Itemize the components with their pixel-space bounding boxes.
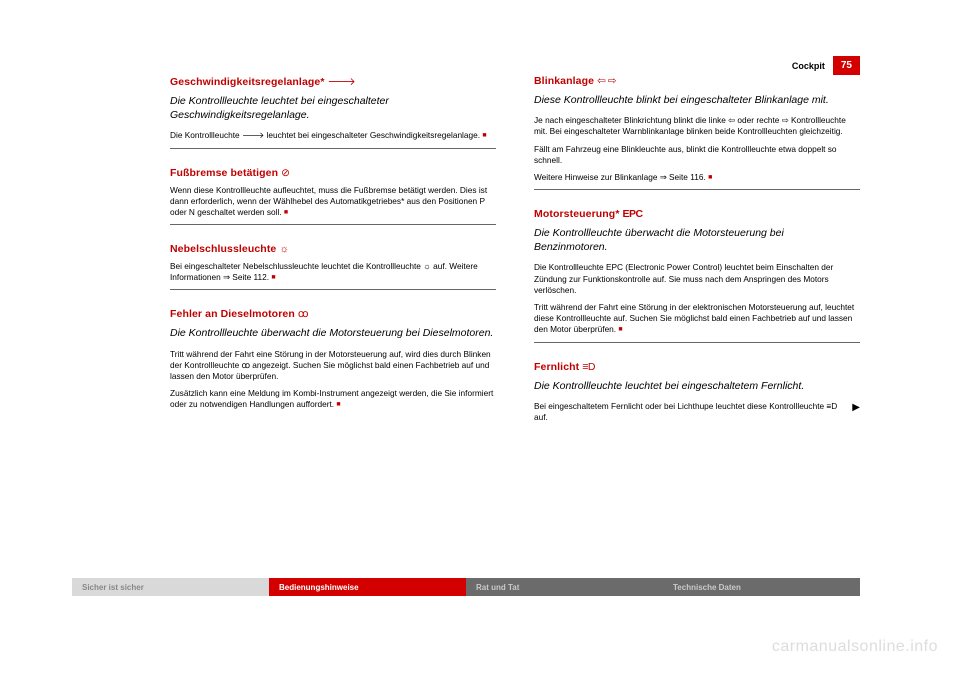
- heading-text: Blinkanlage: [534, 75, 597, 87]
- heading-turnsignal: Blinkanlage ⇦ ⇨: [534, 75, 860, 87]
- footer-tabs: Sicher ist sicher Bedienungshinweise Rat…: [72, 578, 860, 596]
- section-cruise-control: Geschwindigkeitsregelanlage* 🡒 Die Kontr…: [170, 75, 496, 149]
- heading-rearfog: Nebelschlussleuchte ☼: [170, 243, 496, 255]
- fog-icon: ☼: [279, 243, 288, 255]
- page-container: Cockpit 75 Geschwindigkeitsregelanlage* …: [0, 0, 960, 678]
- body-diesel-2: Zusätzlich kann eine Meldung im Kombi-In…: [170, 388, 496, 410]
- end-marker: ■: [618, 326, 622, 333]
- end-marker: ■: [482, 132, 486, 139]
- brake-icon: ⊘: [281, 167, 289, 179]
- epc-icon: EPC: [623, 208, 643, 220]
- highbeam-icon: ≡D: [582, 361, 595, 373]
- divider: [170, 289, 496, 290]
- tab-safety[interactable]: Sicher ist sicher: [72, 578, 269, 596]
- tab-techdata[interactable]: Technische Daten: [663, 578, 860, 596]
- diesel-icon: ꝏ: [298, 308, 308, 320]
- page-number-badge: 75: [833, 56, 860, 75]
- body-diesel-1: Tritt während der Fahrt eine Störung in …: [170, 349, 496, 383]
- body-turn-1: Je nach eingeschalteter Blinkrichtung bl…: [534, 115, 860, 137]
- heading-text: Motorsteuerung*: [534, 208, 623, 220]
- heading-footbrake: Fußbremse betätigen ⊘: [170, 167, 496, 179]
- subtitle-turnsignal: Diese Kontrollleuchte blinkt bei eingesc…: [534, 93, 860, 107]
- heading-text: Fehler an Dieselmotoren: [170, 308, 298, 320]
- end-marker: ■: [336, 401, 340, 408]
- section-rearfog: Nebelschlussleuchte ☼ Bei eingeschaltete…: [170, 243, 496, 290]
- end-marker: ■: [284, 209, 288, 216]
- section-footbrake: Fußbremse betätigen ⊘ Wenn diese Kontrol…: [170, 167, 496, 226]
- section-diesel: Fehler an Dieselmotoren ꝏ Die Kontrollle…: [170, 308, 496, 410]
- heading-highbeam: Fernlicht ≡D: [534, 361, 860, 373]
- page-header: Cockpit 75: [792, 56, 860, 75]
- continue-arrow-icon: ▶: [852, 401, 860, 415]
- section-epc: Motorsteuerung* EPC Die Kontrollleuchte …: [534, 208, 860, 342]
- divider: [534, 342, 860, 343]
- left-column: Geschwindigkeitsregelanlage* 🡒 Die Kontr…: [170, 75, 496, 578]
- body-epc-1: Die Kontrollleuchte EPC (Electronic Powe…: [534, 262, 860, 296]
- body-cruise: Die Kontrollleuchte 🡒 leuchtet bei einge…: [170, 130, 496, 141]
- end-marker: ■: [708, 174, 712, 181]
- body-rearfog: Bei eingeschalteter Nebelschlussleuchte …: [170, 261, 496, 283]
- right-column: Blinkanlage ⇦ ⇨ Diese Kontrollleuchte bl…: [534, 75, 860, 578]
- content-area: Geschwindigkeitsregelanlage* 🡒 Die Kontr…: [170, 75, 860, 578]
- subtitle-epc: Die Kontrollleuchte überwacht die Motors…: [534, 226, 860, 254]
- body-footbrake: Wenn diese Kontrollleuchte aufleuchtet, …: [170, 185, 496, 219]
- subtitle-highbeam: Die Kontrollleuchte leuchtet bei eingesc…: [534, 379, 860, 393]
- heading-text: Nebelschlussleuchte: [170, 243, 279, 255]
- body-turn-3: Weitere Hinweise zur Blinkanlage ⇒ Seite…: [534, 172, 860, 183]
- heading-text: Fußbremse betätigen: [170, 167, 281, 179]
- divider: [534, 189, 860, 190]
- end-marker: ■: [271, 274, 275, 281]
- cruise-icon: 🡒: [328, 76, 356, 88]
- section-highbeam: Fernlicht ≡D Die Kontrollleuchte leuchte…: [534, 361, 860, 424]
- body-epc-2: Tritt während der Fahrt eine Störung in …: [534, 302, 860, 336]
- subtitle-diesel: Die Kontrollleuchte überwacht die Motors…: [170, 326, 496, 340]
- divider: [170, 148, 496, 149]
- tab-advice[interactable]: Rat und Tat: [466, 578, 663, 596]
- body-highbeam: ▶ Bei eingeschaltetem Fernlicht oder bei…: [534, 401, 860, 423]
- body-turn-2: Fällt am Fahrzeug eine Blinkleuchte aus,…: [534, 144, 860, 166]
- heading-diesel: Fehler an Dieselmotoren ꝏ: [170, 308, 496, 320]
- section-turnsignal: Blinkanlage ⇦ ⇨ Diese Kontrollleuchte bl…: [534, 75, 860, 190]
- heading-epc: Motorsteuerung* EPC: [534, 208, 860, 220]
- heading-cruise: Geschwindigkeitsregelanlage* 🡒: [170, 75, 496, 88]
- subtitle-cruise: Die Kontrollleuchte leuchtet bei eingesc…: [170, 94, 496, 122]
- turn-icon: ⇦ ⇨: [597, 75, 616, 87]
- heading-text: Fernlicht: [534, 361, 582, 373]
- divider: [170, 224, 496, 225]
- heading-text: Geschwindigkeitsregelanlage*: [170, 76, 328, 88]
- section-label: Cockpit: [792, 61, 825, 71]
- watermark-text: carmanualsonline.info: [772, 638, 938, 656]
- tab-operating[interactable]: Bedienungshinweise: [269, 578, 466, 596]
